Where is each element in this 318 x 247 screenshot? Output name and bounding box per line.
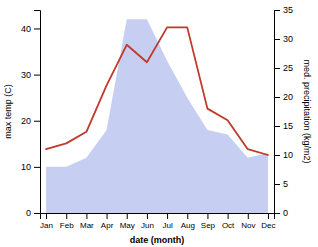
tick-mark [34,121,40,122]
tick-label: 10 [21,162,31,172]
tick: Sep [201,213,216,230]
tick-label: 35 [283,5,293,15]
tick-mark [274,68,280,69]
tick-label: Dec [261,221,275,230]
tick-mark [274,184,280,185]
tick: 5 [274,179,288,189]
tick-label: 30 [283,34,293,44]
tick: Feb [60,213,74,230]
tick-mark [66,213,67,219]
tick-label: 0 [283,208,288,218]
tick-label: Apr [101,221,114,230]
axis-line [41,214,275,220]
tick-label: 0 [26,208,31,218]
line [46,27,268,155]
tick: Mar [80,213,94,230]
tick: 20 [21,116,40,126]
tick: Jun [141,213,154,230]
tick-mark [34,28,40,29]
tick: Apr [101,213,114,230]
tick: 0 [274,208,288,218]
tick: 15 [274,121,293,131]
tick-label: Jul [162,221,172,230]
tick-mark [127,213,128,219]
tick-label: 5 [283,179,288,189]
tick-mark [274,39,280,40]
tick-label: 30 [21,70,31,80]
tick: Aug [181,213,195,230]
tick-label: 25 [283,63,293,73]
tick-mark [268,213,269,219]
y2-axis-title: med. precipitation (kg/m2) [302,59,312,163]
tick-mark [167,213,168,219]
tick-mark [274,10,280,11]
tick-label: May [120,221,135,230]
marks [46,19,268,213]
tick-mark [228,213,229,219]
tick-mark [107,213,108,219]
tick: May [120,213,135,230]
tick: 40 [21,24,40,34]
tick-mark [248,213,249,219]
x-axis-title: date (month) [130,235,185,245]
tick: 20 [274,92,293,102]
tick-label: Feb [60,221,74,230]
tick-mark [147,213,148,219]
tick-label: Jun [141,221,154,230]
tick-mark [274,97,280,98]
tick: Dec [261,213,275,230]
tick-label: Oct [222,221,235,230]
tick-mark [187,213,188,219]
plot: Jan Feb Mar Apr May Jun Jul Aug Sep Oct Nov Dec 0 10 2… [3,5,312,245]
tick: 25 [274,63,293,73]
tick-label: 40 [21,24,31,34]
y2-axis: 0 5 10 15 20 25 30 35 [274,5,293,218]
axis-line [275,11,281,214]
axis-line [34,11,41,214]
tick-label: Mar [80,221,94,230]
tick-mark [86,213,87,219]
tick: Oct [222,213,235,230]
tick-label: 20 [283,92,293,102]
tick-mark [274,213,280,214]
x-axis: Jan Feb Mar Apr May Jun Jul Aug Sep Oct Nov Dec [40,213,275,230]
tick-label: Nov [241,221,255,230]
tick-label: Sep [201,221,216,230]
tick: 35 [274,5,293,15]
tick-label: 15 [283,121,293,131]
tick-mark [34,167,40,168]
tick: Jul [162,213,172,230]
tick-label: 10 [283,150,293,160]
tick-mark [274,155,280,156]
tick-mark [207,213,208,219]
tick: 10 [21,162,40,172]
tick: Nov [241,213,255,230]
y-axis-title: max temp (C) [3,84,13,139]
tick: 30 [21,70,40,80]
tick-mark [34,213,40,214]
tick-mark [274,126,280,127]
chart: Jan Feb Mar Apr May Jun Jul Aug Sep Oct Nov Dec 0 10 2… [0,0,318,247]
tick-label: Jan [40,221,53,230]
tick: 10 [274,150,293,160]
y-axis: 0 10 20 30 40 [21,11,41,219]
tick: 0 [26,208,40,218]
area [46,19,268,213]
tick: Jan [40,213,53,230]
tick-label: 20 [21,116,31,126]
tick-label: Aug [181,221,195,230]
tick-mark [46,213,47,219]
tick: 30 [274,34,293,44]
tick-mark [34,75,40,76]
